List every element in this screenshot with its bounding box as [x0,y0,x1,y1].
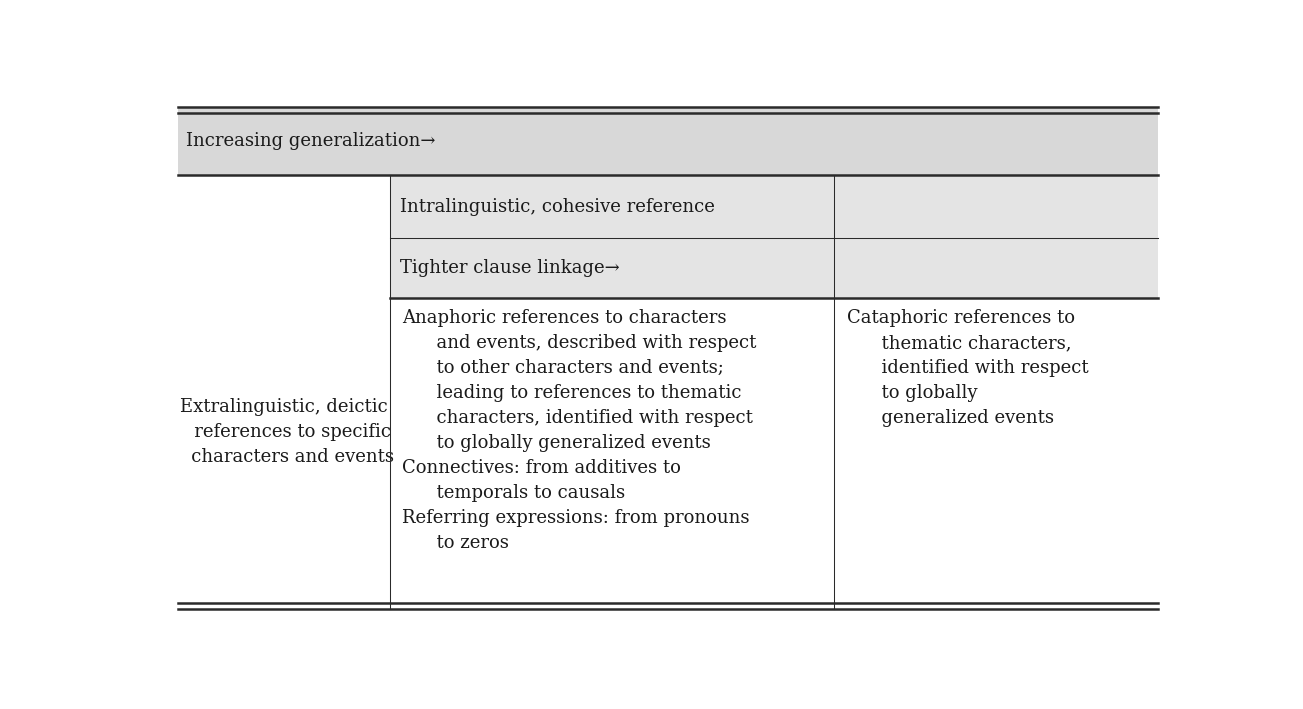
Text: Tighter clause linkage→: Tighter clause linkage→ [400,259,620,277]
Text: Extralinguistic, deictic
   references to specific
   characters and events: Extralinguistic, deictic references to s… [175,398,394,466]
Text: Intralinguistic, cohesive reference: Intralinguistic, cohesive reference [400,198,715,216]
Text: Cataphoric references to
      thematic characters,
      identified with respec: Cataphoric references to thematic charac… [847,309,1088,427]
Text: Increasing generalization→: Increasing generalization→ [186,132,435,150]
Bar [390,175,1157,298]
Text: Anaphoric references to characters
      and events, described with respect
    : Anaphoric references to characters and e… [403,309,757,552]
Bar [179,107,1157,175]
